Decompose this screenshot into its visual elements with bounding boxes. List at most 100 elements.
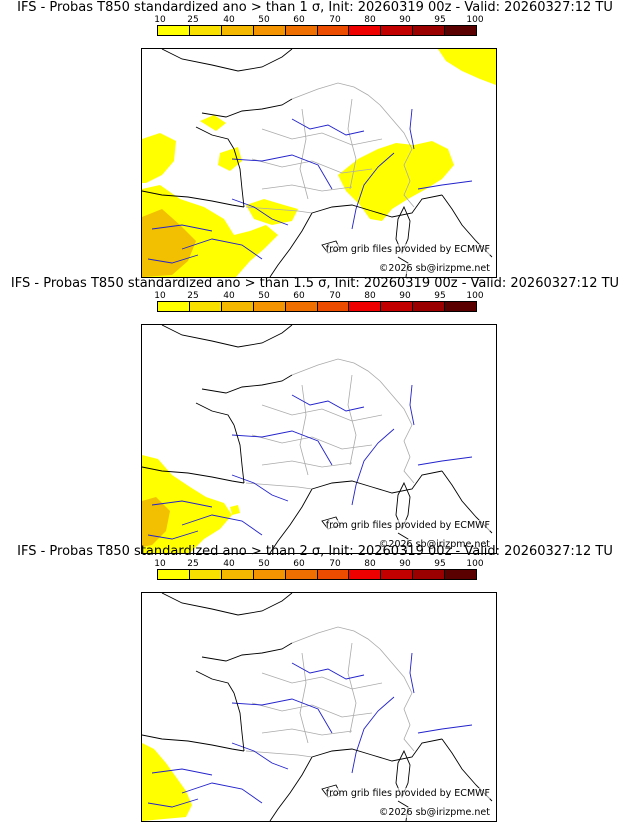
scale-segment [285,26,318,35]
coast-iberia-north [142,734,245,752]
data-source-label: from grib files provided by ECMWF [325,788,490,799]
scale-segment [445,302,477,311]
border-regions-1 [261,672,383,690]
scale-segment [189,570,222,579]
river-iberia-2 [147,798,199,808]
scale-segment [349,570,382,579]
scale-tick-label: 40 [223,291,235,301]
border-north [291,626,413,694]
scale-tick-label: 80 [364,291,376,301]
river-loire [231,430,333,466]
scale-tick-label: 50 [258,291,270,301]
coast-gulf-lion [311,194,443,218]
coast-biscay [233,148,245,208]
country-borders [245,82,415,214]
color-scale-bar [157,301,477,312]
scale-tick-label: 90 [399,15,411,25]
data-source-label: from grib files provided by ECMWF [325,244,490,255]
river-garonne [231,198,289,226]
map-title: IFS - Probas T850 standardized ano > tha… [17,544,613,559]
border-regions-1 [261,128,383,146]
scale-segment [317,570,350,579]
map-title: IFS - Probas T850 standardized ano > tha… [17,0,613,15]
probability-map: from grib files provided by ECMWF ©2026 … [141,592,497,822]
river-rhone [351,428,395,506]
river-iberia-1 [151,500,213,508]
coast-gulf-lion [311,738,443,762]
coast-med-spain [269,212,313,277]
border-regions-4 [299,652,309,744]
scale-segment [317,26,350,35]
color-scale-bar [157,25,477,36]
scale-segment [317,302,350,311]
scale-tick-label: 70 [329,15,341,25]
scale-tick-label: 95 [434,291,446,301]
coast-biscay [233,692,245,752]
river-iberia-2 [147,254,199,264]
probability-fill [142,49,496,277]
probability-map: from grib files provided by ECMWF ©2026 … [141,324,497,554]
border-regions-2 [251,702,373,718]
border-alps [403,424,415,484]
probability-fill [142,743,192,821]
coast-gulf-lion [311,470,443,494]
prob-area-alps [338,141,454,221]
scale-tick-label: 80 [364,559,376,569]
scale-segment [158,302,190,311]
scale-segment [221,302,254,311]
prob-area-iberia [142,743,192,821]
river-ebro [181,514,263,536]
scale-segment [221,26,254,35]
scale-segment [445,570,477,579]
river-garonne [231,474,289,502]
scale-tick-label: 100 [466,559,484,569]
scale-tick-label: 50 [258,559,270,569]
map-title: IFS - Probas T850 standardized ano > tha… [10,276,620,291]
scale-segment [413,302,446,311]
river-loire [231,154,333,190]
copyright-label: ©2026 sb@irizpme.net [378,263,490,274]
border-north [291,82,413,150]
prob-area-pyrenees-spot [230,505,240,515]
color-scale-bar [157,569,477,580]
scale-tick-label: 95 [434,559,446,569]
scale-segment [189,302,222,311]
map-canvas [142,49,496,277]
scale-segment [413,570,446,579]
river-rhone [351,696,395,774]
border-pyrenees [245,750,313,758]
prob-area-pyrenees [246,199,298,225]
scale-tick-label: 95 [434,15,446,25]
river-iberia-1 [151,224,213,232]
border-regions-2 [251,158,373,174]
border-regions-4 [299,384,309,476]
color-scale-labels: 10 25 40 50 60 70 80 90 95 100 [154,559,483,569]
border-regions-5 [347,374,357,466]
rivers [147,108,473,264]
coast-med-spain [269,488,313,553]
prob-area-iberia-high [142,497,170,547]
coast-brittany [195,402,235,426]
scale-segment [349,302,382,311]
river-ebro [181,782,263,804]
scale-segment [445,26,477,35]
scale-tick-label: 70 [329,559,341,569]
scale-segment [381,26,414,35]
rivers [147,384,473,540]
border-alps [403,148,415,208]
border-alps [403,692,415,752]
coast-channel [201,642,293,662]
border-regions-2 [251,434,373,450]
rivers [147,652,473,808]
scale-tick-label: 100 [466,291,484,301]
scale-segment [413,26,446,35]
country-borders [245,358,415,490]
scale-segment [253,570,286,579]
coast-iberia-north [142,466,245,484]
prob-area-bay [218,147,242,171]
coast-channel [201,98,293,118]
color-scale-labels: 10 25 40 50 60 70 80 90 95 100 [154,15,483,25]
coast-med-spain [269,756,313,821]
scale-segment [221,570,254,579]
river-seine [291,662,365,680]
